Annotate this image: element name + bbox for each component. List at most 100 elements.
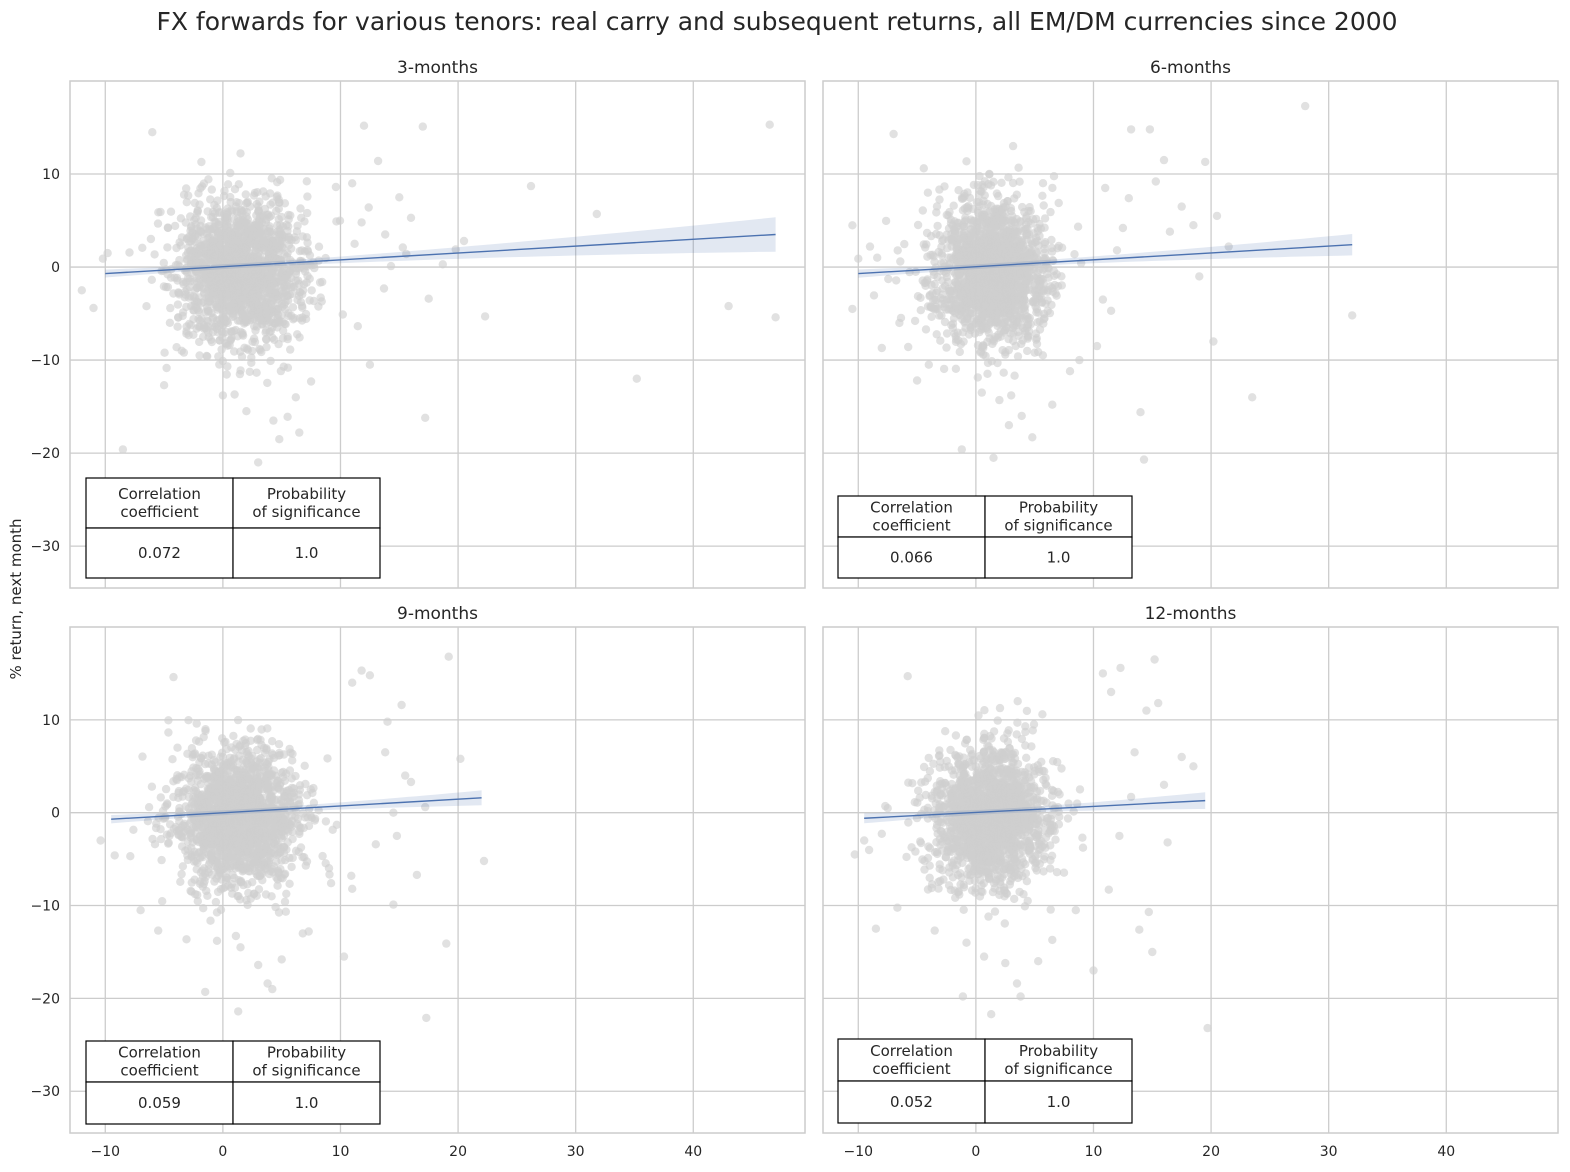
scatter-point: [892, 276, 901, 285]
scatter-point: [1026, 320, 1035, 329]
scatter-point: [910, 316, 920, 326]
scatter-point: [1025, 262, 1035, 271]
scatter-point: [238, 330, 247, 339]
scatter-point: [1039, 201, 1048, 210]
scatter-point: [954, 292, 963, 301]
scatter-point: [978, 180, 987, 190]
scatter-point: [1039, 279, 1048, 288]
scatter-point: [921, 325, 931, 334]
scatter-point: [185, 819, 194, 828]
scatter-point: [143, 817, 153, 826]
scatter-point: [985, 170, 994, 179]
scatter-point: [218, 391, 228, 400]
scatter-point: [173, 322, 182, 331]
scatter-point: [1032, 334, 1041, 343]
scatter-point: [173, 300, 183, 309]
scatter-point: [295, 333, 304, 342]
scatter-point: [1057, 243, 1067, 252]
scatter-point: [992, 189, 1002, 198]
scatter-point: [242, 212, 251, 221]
scatter-point: [98, 254, 108, 263]
scatter-point: [220, 213, 229, 222]
scatter-point: [277, 795, 286, 805]
scatter-point: [216, 240, 225, 250]
scatter-point: [190, 198, 199, 208]
scatter-point: [277, 229, 286, 239]
scatter-point: [220, 186, 229, 196]
scatter-point: [189, 763, 198, 772]
scatter-point: [918, 206, 927, 215]
x-tick-label: −10: [91, 1144, 121, 1160]
scatter-point: [932, 295, 941, 305]
scatter-point: [199, 260, 208, 269]
table-header-cell: [85, 477, 234, 529]
scatter-point: [944, 211, 953, 220]
scatter-point: [208, 272, 217, 282]
scatter-point: [210, 200, 219, 210]
scatter-point: [262, 303, 271, 312]
y-tick-label: 0: [51, 806, 60, 822]
scatter-point: [215, 360, 224, 369]
scatter-point: [231, 277, 240, 286]
scatter-point: [957, 445, 966, 454]
scatter-point: [939, 364, 949, 374]
scatter-point: [238, 290, 247, 300]
scatter-point: [365, 360, 375, 369]
scatter-point: [197, 298, 207, 308]
scatter-point: [943, 243, 952, 253]
scatter-point: [459, 236, 469, 246]
y-tick-label: −20: [30, 446, 60, 462]
x-tick-label: 30: [567, 1144, 585, 1160]
scatter-point: [1136, 408, 1145, 417]
scatter-point: [274, 908, 284, 917]
scatter-point: [182, 322, 191, 331]
scatter-point: [182, 184, 191, 193]
scatter-point: [275, 435, 284, 444]
subplot-title: 3-months: [397, 58, 478, 78]
scatter-point: [275, 785, 284, 794]
scatter-point: [184, 331, 193, 340]
scatter-point: [159, 381, 169, 390]
y-tick-label: −10: [30, 353, 60, 369]
scatter-point: [291, 393, 300, 402]
table-header-text: Correlation: [870, 499, 953, 517]
scatter-point: [309, 798, 319, 807]
scatter-point: [1037, 298, 1047, 307]
scatter-point: [964, 300, 973, 309]
scatter-point: [1029, 296, 1038, 306]
x-tick-label: 20: [449, 1144, 467, 1160]
scatter-point: [287, 862, 296, 872]
scatter-point: [1165, 227, 1175, 236]
scatter-point: [195, 351, 204, 360]
scatter-point: [245, 228, 254, 237]
scatter-point: [980, 253, 989, 262]
scatter-point: [261, 334, 271, 344]
table-header-cell: [232, 477, 381, 529]
scatter-point: [1118, 223, 1128, 233]
scatter-point: [954, 186, 963, 195]
scatter-point: [357, 218, 366, 227]
scatter-point: [236, 149, 245, 158]
scatter-point: [884, 274, 893, 284]
table-header-text: Probability: [267, 485, 346, 503]
scatter-point: [241, 190, 250, 199]
scatter-point: [927, 303, 936, 312]
scatter-point: [230, 256, 240, 265]
scatter-point: [418, 122, 427, 131]
scatter-point: [279, 362, 288, 371]
scatter-point: [191, 252, 200, 262]
scatter-point: [395, 193, 404, 202]
scatter-point: [1028, 433, 1037, 442]
scatter-point: [1007, 391, 1016, 400]
scatter-point: [904, 342, 913, 352]
scatter-point: [1034, 308, 1043, 317]
scatter-point: [209, 288, 218, 298]
scatter-point: [148, 834, 157, 844]
scatter-point: [192, 719, 201, 728]
y-axis-label: % return, next month: [7, 518, 25, 679]
scatter-point: [216, 279, 225, 288]
scatter-point: [303, 192, 312, 201]
scatter-point: [1008, 269, 1017, 278]
scatter-point: [1047, 235, 1056, 245]
scatter-point: [724, 301, 733, 311]
